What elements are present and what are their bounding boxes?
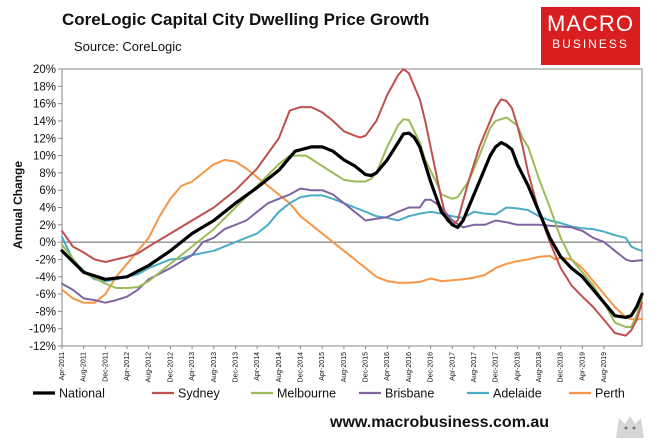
x-axis-ticks: Apr-2011 Aug-2011 Dec-2011 Apr-2012 Aug-2012… [59,346,608,382]
series-line-brisbane [61,187,643,304]
y-tick-label: -12% [29,341,56,353]
source-note: Source: CoreLogic [74,39,182,54]
legend-label-brisbane: Brisbane [385,387,434,401]
x-tick-label: Aug-2017 [471,352,478,382]
legend-label-national: National [59,387,105,401]
legend-label-sydney: Sydney [178,387,220,401]
macrobusiness-logo[interactable]: MACRO BUSINESS [541,7,640,65]
y-tick-label: -10% [29,324,56,336]
y-tick-label: 12% [33,133,56,145]
y-tick-label: 14% [33,116,56,128]
footer-website[interactable]: www.macrobusiness.com.au [330,414,550,431]
legend: National Sydney Melbourne Brisbane Adelaide P… [33,387,625,401]
series-lines [60,68,644,337]
y-tick-label: 0% [39,237,56,249]
x-tick-label: Aug-2018 [536,352,543,382]
x-tick-label: Dec-2018 [558,352,565,382]
y-tick-label: -2% [36,254,56,266]
x-tick-label: Apr-2014 [254,352,261,381]
x-tick-label: Aug-2015 [341,352,348,382]
x-tick-label: Aug-2019 [601,352,608,382]
y-tick-label: -6% [36,289,56,301]
x-tick-label: Apr-2017 [449,352,456,381]
x-tick-label: Dec-2014 [298,352,305,382]
y-axis-ticks: 20% 18% 16% 14% 12% 10% 8% 6% 4% 2% 0% -2% -4% -6% -8%… [29,64,62,353]
legend-label-melbourne: Melbourne [277,387,336,401]
legend-label-adelaide: Adelaide [493,387,542,401]
y-axis-label: Annual Change [11,161,25,249]
x-tick-label: Dec-2011 [102,352,109,382]
logo-line-2: BUSINESS [552,37,629,51]
x-tick-label: Apr-2011 [59,352,66,380]
x-tick-label: Dec-2016 [428,352,435,382]
x-tick-label: Aug-2013 [211,352,218,382]
x-tick-label: Dec-2012 [167,352,174,382]
x-tick-label: Apr-2013 [189,352,196,381]
y-tick-label: 18% [33,81,56,93]
series-line-melbourne [61,116,643,328]
x-tick-label: Apr-2015 [319,352,326,381]
y-tick-label: -4% [36,272,56,284]
legend-label-perth: Perth [595,387,625,401]
logo-line-1: MACRO [547,11,634,36]
x-tick-label: Apr-2018 [514,352,521,381]
y-tick-label: 6% [39,185,56,197]
x-tick-label: Apr-2016 [384,352,391,381]
x-tick-label: Aug-2016 [406,352,413,382]
wolf-watermark-icon [616,416,644,438]
chart-title: CoreLogic Capital City Dwelling Price Gr… [62,10,430,29]
series-line-perth [61,158,643,321]
x-tick-label: Apr-2012 [124,352,131,381]
x-tick-label: Aug-2014 [276,352,283,382]
y-tick-label: 8% [39,168,56,180]
y-tick-label: 20% [33,64,56,76]
x-tick-label: Apr-2019 [579,352,586,381]
x-tick-label: Aug-2011 [81,352,88,382]
y-tick-label: 2% [39,220,56,232]
line-chart: 20% 18% 16% 14% 12% 10% 8% 6% 4% 2% 0% -2% -4% -6% -8%… [11,64,644,401]
x-tick-label: Dec-2015 [363,352,370,382]
y-tick-label: 10% [33,151,56,163]
series-line-sydney [61,68,643,337]
x-tick-label: Dec-2017 [493,352,500,382]
y-tick-label: -8% [36,306,56,318]
y-tick-label: 4% [39,203,56,215]
x-tick-label: Dec-2013 [232,352,239,382]
x-tick-label: Aug-2012 [146,352,153,382]
y-tick-label: 16% [33,99,56,111]
series-line-national [60,131,644,319]
